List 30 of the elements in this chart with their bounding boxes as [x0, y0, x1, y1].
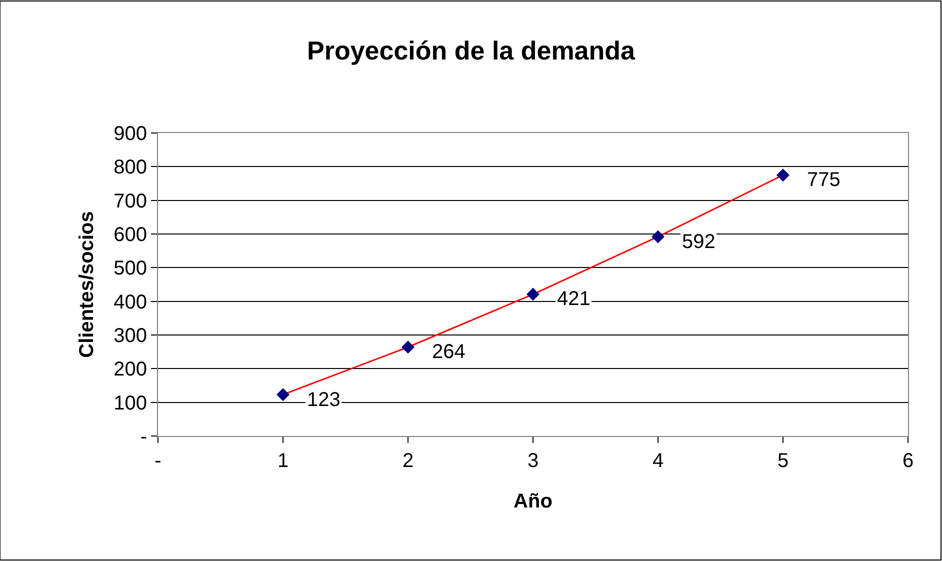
data-label: 775: [807, 169, 840, 191]
x-tick-label: -: [154, 450, 162, 472]
data-label: 123: [307, 389, 340, 411]
x-tick-label: 3: [527, 450, 539, 472]
point: [402, 340, 414, 354]
chart-title: Proyección de la demanda: [306, 36, 636, 66]
y-tick-label: 800: [114, 156, 147, 179]
y-tick-label: 900: [114, 123, 147, 145]
x-tick-label: 2: [402, 450, 414, 472]
data-label: 264: [432, 341, 466, 363]
y-tick-label: 600: [114, 224, 147, 246]
y-tick-label: 500: [114, 258, 147, 280]
x-tick-label: 4: [652, 450, 664, 472]
y-tick-label: -: [140, 426, 147, 448]
y-tick-label: 200: [114, 358, 147, 381]
x-axis-title: Año: [514, 490, 552, 512]
y-tick-label: 400: [114, 291, 147, 314]
y-axis-title: Clientes/socios: [76, 211, 98, 358]
y-tick-label: 700: [114, 190, 147, 212]
x-tick-label: 5: [777, 450, 789, 472]
y-tick-label: 100: [114, 392, 147, 414]
x-tick-label: 1: [277, 450, 289, 472]
point: [652, 230, 664, 244]
data-label: 421: [557, 288, 590, 310]
point: [526, 288, 540, 301]
point: [276, 388, 290, 402]
y-tick-label: 300: [114, 325, 147, 347]
data-label: 592: [682, 231, 716, 253]
x-tick-label: 6: [902, 450, 914, 472]
point: [776, 168, 790, 182]
